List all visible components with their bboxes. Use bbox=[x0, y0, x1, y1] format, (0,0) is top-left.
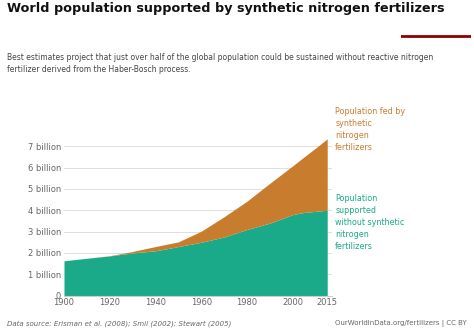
Text: Our World
in Data: Our World in Data bbox=[414, 7, 457, 27]
Text: OurWorldInData.org/fertilizers | CC BY: OurWorldInData.org/fertilizers | CC BY bbox=[335, 320, 467, 327]
Text: Population fed by
synthetic
nitrogen
fertilizers: Population fed by synthetic nitrogen fer… bbox=[335, 107, 405, 152]
Text: Population
supported
without synthetic
nitrogen
fertilizers: Population supported without synthetic n… bbox=[335, 194, 404, 251]
Text: Data source: Erisman et al. (2008); Smil (2002); Stewart (2005): Data source: Erisman et al. (2008); Smil… bbox=[7, 320, 231, 327]
Text: World population supported by synthetic nitrogen fertilizers: World population supported by synthetic … bbox=[7, 2, 445, 15]
Text: Best estimates project that just over half of the global population could be sus: Best estimates project that just over ha… bbox=[7, 53, 433, 74]
